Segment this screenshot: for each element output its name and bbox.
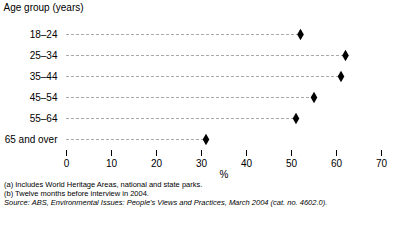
svg-text:Age group (years): Age group (years) [4,2,84,13]
svg-text:%: % [220,169,229,180]
svg-text:18–24: 18–24 [30,29,58,40]
html-text:(b) Twelve months before inter: (b) Twelve months before interview in 20… [4,189,149,198]
svg-text:25–34: 25–34 [30,50,58,61]
svg-text:50: 50 [286,158,298,169]
svg-text:65 and over: 65 and over [5,134,58,145]
svg-text:55–64: 55–64 [30,113,58,124]
svg-text:20: 20 [151,158,163,169]
svg-text:60: 60 [331,158,343,169]
html-text:Source: ABS, Environmental Iss: Source: ABS, Environmental Issues: Peopl… [4,198,328,207]
svg-text:35–44: 35–44 [30,71,58,82]
svg-text:30: 30 [196,158,208,169]
svg-text:40: 40 [241,158,253,169]
html-text:(a) Includes World Heritage Ar: (a) Includes World Heritage Areas, natio… [4,180,203,189]
svg-text:0: 0 [64,158,70,169]
svg-text:10: 10 [106,158,118,169]
svg-text:70: 70 [376,158,388,169]
svg-text:45–54: 45–54 [30,92,58,103]
